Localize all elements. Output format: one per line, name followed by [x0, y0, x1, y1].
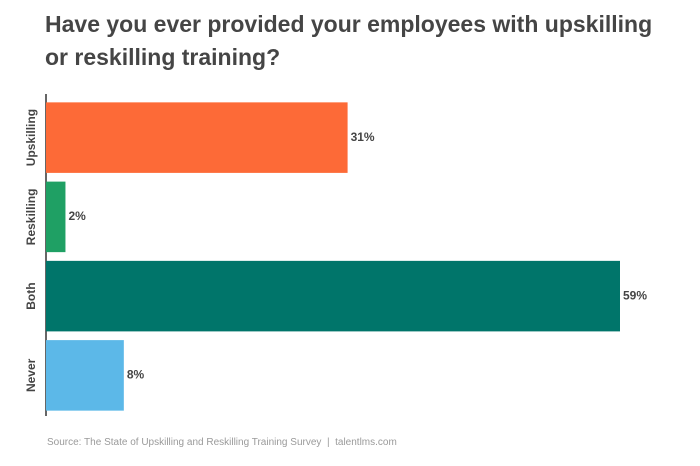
chart-title: Have you ever provided your employees wi… — [45, 11, 653, 70]
chart: Upskilling 31% Reskilling 2% Both 59% Never 8% — [24, 94, 647, 416]
bar — [46, 340, 124, 411]
bar — [46, 102, 348, 173]
y-tick-label: Upskilling — [24, 109, 38, 166]
bar — [46, 260, 620, 332]
value-label: 2% — [68, 209, 86, 223]
value-label: 8% — [127, 368, 145, 382]
value-label: 59% — [623, 288, 647, 302]
source-note: Source: The State of Upskilling and Resk… — [47, 437, 397, 448]
value-label: 31% — [351, 130, 375, 144]
y-tick-label: Never — [24, 358, 38, 392]
y-tick-label: Both — [24, 282, 38, 309]
bar — [46, 181, 66, 253]
y-tick-label: Reskilling — [24, 189, 38, 246]
